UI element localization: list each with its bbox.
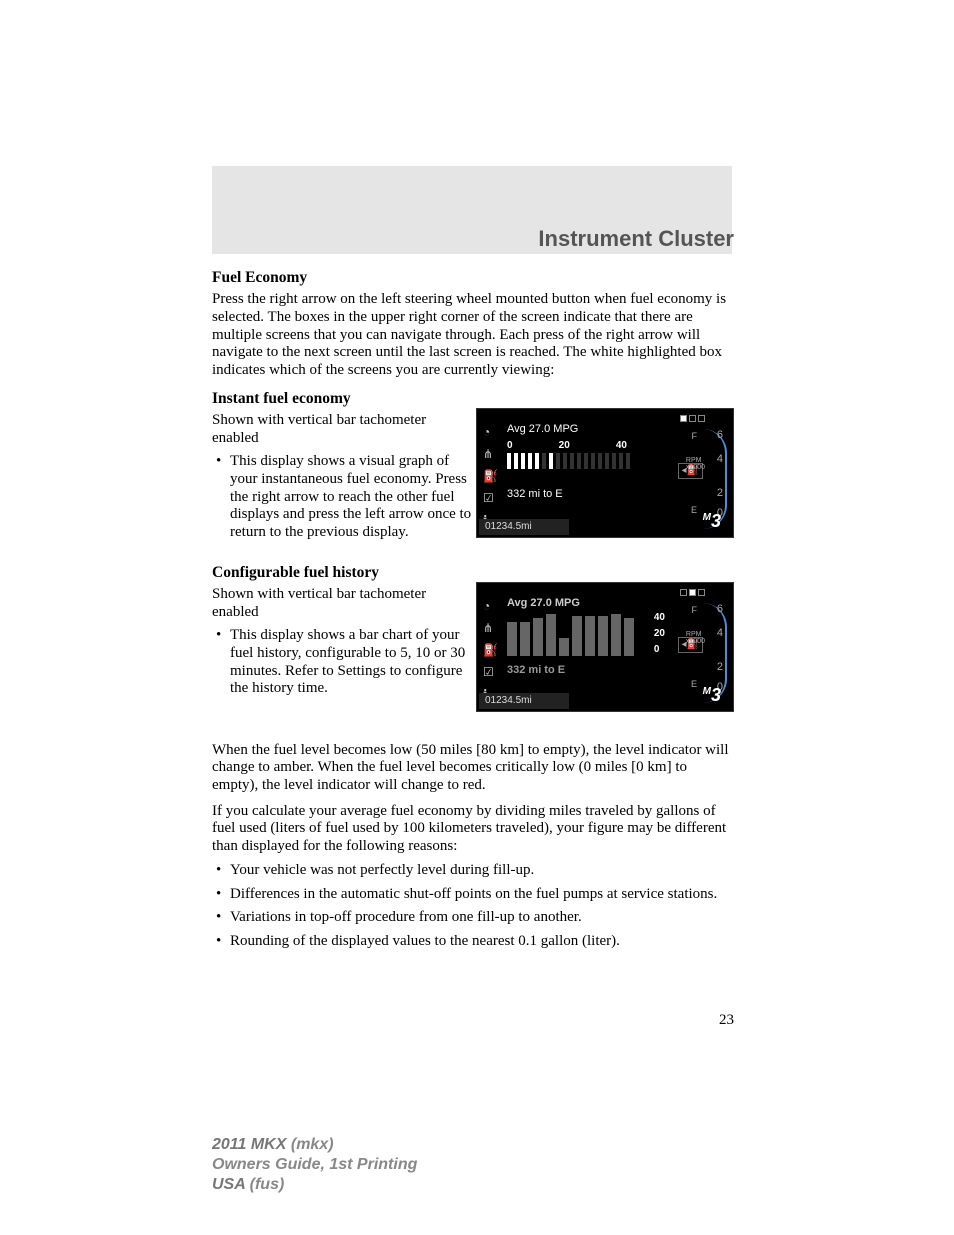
display-icon-col: ◔ ⋔ ⛽ ☑ ℹ — [483, 425, 501, 528]
instant-fuel-section: Instant fuel economy Shown with vertical… — [212, 390, 734, 548]
footer: 2011 MKX (mkx) Owners Guide, 1st Printin… — [212, 1135, 417, 1195]
history-bullet: This display shows a bar chart of your f… — [212, 627, 472, 698]
instant-intro: Shown with vertical bar tachometer enabl… — [212, 412, 472, 447]
page-content: Fuel Economy Press the right arrow on th… — [212, 263, 734, 957]
screen-tabs — [680, 415, 705, 422]
page-title: Instrument Cluster — [538, 226, 734, 252]
gauge-icon: ◔ — [483, 599, 501, 613]
reason-3: Variations in top-off procedure from one… — [212, 909, 734, 927]
instant-bars — [507, 453, 647, 469]
history-intro: Shown with vertical bar tachometer enabl… — [212, 586, 472, 621]
reasons-list: Your vehicle was not perfectly level dur… — [212, 862, 734, 951]
gear-indicator: M3 — [703, 511, 721, 532]
history-section: Configurable fuel history Shown with ver… — [212, 564, 734, 724]
miles-to-e: 332 mi to E — [507, 664, 647, 677]
avg-mpg: Avg 27.0 MPG — [507, 597, 647, 610]
tach-gauge: F 6 4 ◂⛽ RPMx1000 2 E 0 M3 — [663, 603, 727, 703]
reason-1: Your vehicle was not perfectly level dur… — [212, 862, 734, 880]
fuel-icon: ⛽ — [483, 643, 501, 657]
scale-labels: 0 20 40 — [507, 440, 627, 452]
gauge-icon: ◔ — [483, 425, 501, 439]
fuel-icon: ⛽ — [483, 469, 501, 483]
reason-2: Differences in the automatic shut-off po… — [212, 886, 734, 904]
fuel-economy-head: Fuel Economy — [212, 269, 734, 287]
history-head: Configurable fuel history — [212, 564, 472, 582]
odometer: 01234.5mi — [479, 693, 569, 709]
person-icon: ⋔ — [483, 621, 501, 635]
odometer: 01234.5mi — [479, 519, 569, 535]
display-icon-col: ◔ ⋔ ⛽ ☑ ℹ — [483, 599, 501, 702]
person-icon: ⋔ — [483, 447, 501, 461]
check-icon: ☑ — [483, 491, 501, 505]
page-number: 23 — [719, 1012, 734, 1029]
history-display: ◔ ⋔ ⛽ ☑ ℹ Avg 27.0 MPG 40 20 0 — [476, 582, 734, 712]
check-icon: ☑ — [483, 665, 501, 679]
history-bars — [507, 612, 647, 656]
screen-tabs — [680, 589, 705, 596]
low-fuel-para: When the fuel level becomes low (50 mile… — [212, 742, 734, 795]
instant-display: ◔ ⋔ ⛽ ☑ ℹ Avg 27.0 MPG 0 20 40 — [476, 408, 734, 538]
instant-bullet: This display shows a visual graph of you… — [212, 453, 472, 541]
avg-mpg: Avg 27.0 MPG — [507, 423, 647, 436]
gear-indicator: M3 — [703, 685, 721, 706]
instant-head: Instant fuel economy — [212, 390, 472, 408]
miles-to-e: 332 mi to E — [507, 488, 647, 501]
reason-4: Rounding of the displayed values to the … — [212, 933, 734, 951]
tach-gauge: F 6 4 ◂⛽ RPMx1000 2 E 0 M3 — [663, 429, 727, 529]
calc-avg-para: If you calculate your average fuel econo… — [212, 803, 734, 856]
fuel-economy-para: Press the right arrow on the left steeri… — [212, 291, 734, 379]
